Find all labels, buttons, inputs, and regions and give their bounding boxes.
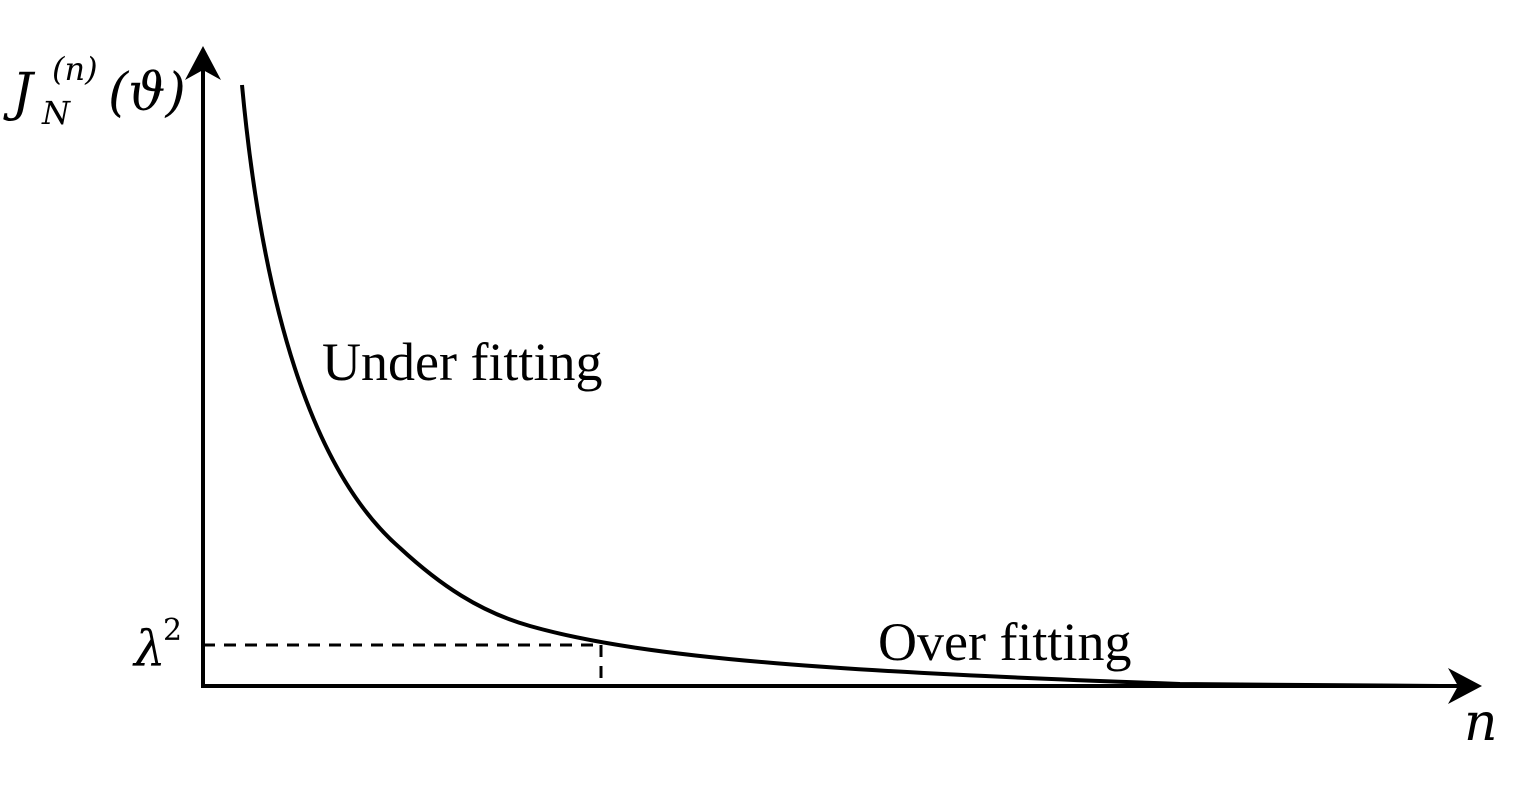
y-axis-label-subscript: N xyxy=(41,94,71,132)
error-curve xyxy=(240,84,1441,688)
lambda-exponent: 2 xyxy=(163,613,182,648)
lambda-label: λ xyxy=(132,620,166,678)
under-fitting-label: Under fitting xyxy=(322,332,602,392)
over-fitting-label: Over fitting xyxy=(878,612,1131,672)
y-axis-label-argument: (ϑ) xyxy=(108,63,186,123)
y-axis-arrowhead xyxy=(185,46,221,80)
x-axis-arrowhead xyxy=(1448,668,1482,704)
x-axis-label: n xyxy=(1464,693,1498,753)
y-axis-label-superscript: (n) xyxy=(52,50,98,88)
y-axis-label-main: J xyxy=(3,63,36,123)
